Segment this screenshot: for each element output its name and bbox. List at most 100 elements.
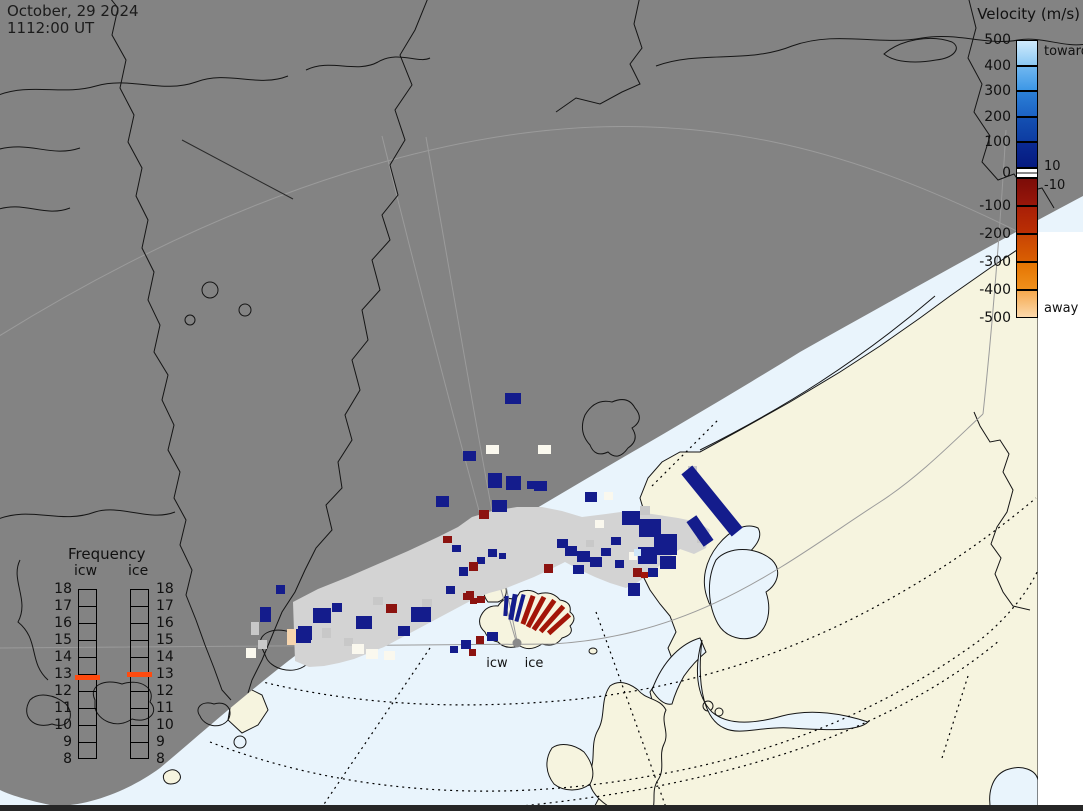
velocity-cell	[601, 548, 611, 556]
frequency-cell	[79, 590, 96, 658]
velocity-cell	[422, 599, 432, 607]
frequency-tick-label: 10	[156, 717, 174, 733]
colorbar-cell	[1016, 233, 1038, 262]
velocity-cell	[450, 646, 458, 653]
frequency-tick-label: 12	[156, 683, 174, 699]
frequency-cell	[131, 590, 148, 743]
velocity-cell	[586, 540, 594, 547]
colorbar-cell	[1016, 91, 1038, 117]
velocity-cell	[287, 629, 296, 645]
frequency-column-label-ice: ice	[128, 563, 149, 579]
frequency-cell	[131, 590, 148, 658]
velocity-cell	[573, 565, 584, 574]
velocity-cell	[628, 583, 640, 596]
frequency-tick-label: 13	[54, 666, 72, 682]
time-label: 1112:00 UT	[7, 19, 95, 37]
velocity-cell	[260, 607, 271, 622]
neg-threshold-label: -10	[1044, 177, 1066, 193]
velocity-cell	[585, 492, 597, 502]
frequency-tick-label: 16	[54, 615, 72, 631]
frequency-cell	[79, 590, 96, 607]
velocity-cells	[246, 393, 707, 660]
velocity-cell-rotated	[525, 595, 547, 629]
frequency-cell	[79, 590, 96, 675]
velocity-cell	[459, 567, 468, 576]
frequency-tick-label: 11	[156, 700, 174, 716]
frequency-title: Frequency	[68, 545, 146, 563]
velocity-cell	[648, 568, 658, 577]
velocity-cell	[544, 564, 553, 573]
velocity-cell	[352, 644, 364, 654]
frequency-cell	[131, 590, 148, 726]
radar-site-dot	[512, 638, 522, 648]
colorbar-tick-label: -500	[979, 309, 1011, 326]
frequency-cell	[79, 590, 96, 692]
velocity-cell	[505, 393, 521, 404]
velocity-cell	[487, 632, 498, 641]
velocity-cell	[443, 536, 452, 543]
velocity-cell-rotated	[508, 593, 518, 621]
colorbar-tick-label: 0	[1002, 164, 1011, 181]
sea-ladoga	[989, 767, 1039, 811]
sea-baltic	[696, 639, 869, 732]
velocity-cell	[332, 603, 342, 612]
velocity-cell	[641, 572, 648, 578]
frequency-cell	[79, 590, 96, 624]
frequency-tick-label: 16	[156, 615, 174, 631]
frequency-tick-label: 18	[54, 581, 72, 597]
timestamp-block: October, 29 2024 1112:00 UT	[7, 3, 139, 37]
velocity-cell	[436, 496, 449, 507]
velocity-cell	[313, 608, 331, 623]
frequency-marker-icw	[75, 675, 100, 681]
colorbar-cell	[1016, 177, 1038, 206]
velocity-cell	[629, 552, 637, 560]
colorbar-tick-label: 200	[984, 108, 1011, 125]
frequency-tick-label: 14	[156, 649, 174, 665]
frequency-cell	[131, 590, 148, 692]
colorbar-cell	[1016, 289, 1038, 318]
frequency-cell	[131, 590, 148, 624]
colorbar-tick-label: -200	[979, 225, 1011, 242]
velocity-cell-rotated	[686, 515, 714, 547]
frequency-cell	[131, 590, 148, 607]
velocity-cell	[640, 506, 650, 515]
velocity-cell	[506, 476, 521, 490]
velocity-cell	[476, 636, 484, 644]
velocity-cell	[479, 510, 489, 519]
velocity-cell	[470, 598, 477, 604]
frequency-column-icw	[78, 589, 97, 759]
velocity-cell	[469, 562, 478, 571]
velocity-cell-rotated	[546, 612, 572, 636]
velocity-cell	[622, 511, 640, 525]
land-britain	[588, 682, 667, 811]
sea-white-sea	[708, 549, 779, 640]
magnetic-graticule-dotted	[167, 419, 1039, 811]
frequency-tick-label: 17	[54, 598, 72, 614]
velocity-cell	[463, 593, 471, 600]
sea-kattegat	[651, 637, 707, 705]
colorbar-cell	[1016, 261, 1038, 290]
legend-margin	[1038, 232, 1083, 805]
colorbar-cell	[1016, 142, 1038, 168]
frequency-cell	[79, 590, 96, 709]
frequency-tick-label: 10	[54, 717, 72, 733]
velocity-cell	[452, 545, 461, 552]
velocity-cell	[639, 519, 661, 537]
velocity-cell	[469, 649, 476, 656]
velocity-legend: Velocity (m/s) 500 400 300 200 100 0 -100 -200 -…	[960, 0, 1083, 340]
velocity-cell	[258, 640, 267, 649]
land-denmark-isle-2	[714, 707, 724, 717]
velocity-cell	[411, 607, 431, 622]
colorbar-tick-label: -400	[979, 281, 1011, 298]
velocity-cell	[477, 596, 485, 603]
velocity-cell	[246, 648, 256, 658]
coast-kanin	[973, 411, 1031, 611]
velocity-cell	[595, 520, 604, 528]
frequency-cell	[79, 590, 96, 641]
frequency-tick-label: 11	[54, 700, 72, 716]
velocity-cell	[499, 553, 506, 559]
away-label: away	[1044, 301, 1079, 316]
